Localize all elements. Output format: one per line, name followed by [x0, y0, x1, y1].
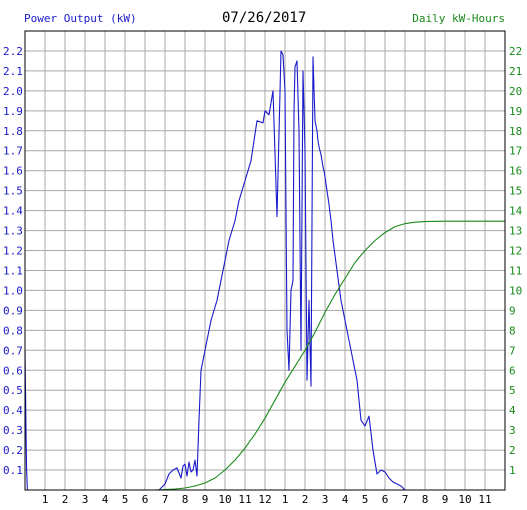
- right-tick-label: 11: [509, 264, 522, 277]
- chart-series: [24, 50, 505, 491]
- x-tick-label: 10: [458, 493, 471, 506]
- left-tick-label: 0.1: [3, 464, 23, 477]
- left-tick-label: 0.9: [3, 304, 23, 317]
- left-tick-label: 1.8: [3, 125, 23, 138]
- left-tick-label: 0.2: [3, 444, 23, 457]
- right-tick-label: 1: [509, 464, 516, 477]
- x-tick-label: 8: [422, 493, 429, 506]
- left-tick-label: 1.4: [3, 205, 23, 218]
- right-tick-label: 18: [509, 125, 522, 138]
- left-tick-label: 1.0: [3, 284, 23, 297]
- x-tick-label: 8: [182, 493, 189, 506]
- x-tick-label: 4: [102, 493, 109, 506]
- right-tick-label: 5: [509, 384, 516, 397]
- right-tick-label: 14: [509, 205, 523, 218]
- left-tick-label: 0.5: [3, 384, 23, 397]
- left-tick-label: 1.5: [3, 185, 23, 198]
- x-tick-label: 1: [42, 493, 49, 506]
- x-tick-label: 2: [62, 493, 69, 506]
- x-tick-label: 6: [142, 493, 149, 506]
- daily-kwh-series-line: [25, 220, 505, 491]
- left-tick-label: 0.6: [3, 364, 23, 377]
- x-tick-label: 2: [302, 493, 309, 506]
- chart-date-title: 07/26/2017: [222, 10, 307, 26]
- right-tick-label: 8: [509, 324, 516, 337]
- x-tick-label: 4: [342, 493, 349, 506]
- left-tick-label: 1.1: [3, 264, 23, 277]
- left-tick-label: 1.6: [3, 165, 23, 178]
- right-tick-label: 21: [509, 65, 522, 78]
- plot-frame: [24, 30, 506, 491]
- x-tick-label: 3: [322, 493, 329, 506]
- x-tick-label: 7: [402, 493, 409, 506]
- left-tick-label: 1.3: [3, 225, 23, 238]
- x-tick-label: 9: [202, 493, 209, 506]
- x-tick-label: 5: [122, 493, 129, 506]
- right-tick-label: 6: [509, 364, 516, 377]
- right-tick-label: 16: [509, 165, 522, 178]
- left-axis-title: Power Output (kW): [24, 12, 137, 25]
- right-tick-label: 9: [509, 304, 516, 317]
- right-tick-label: 2: [509, 444, 516, 457]
- x-tick-label: 12: [258, 493, 271, 506]
- right-tick-label: 15: [509, 185, 522, 198]
- chart-grid: [25, 31, 505, 490]
- left-tick-label: 2.0: [3, 85, 23, 98]
- left-tick-label: 0.7: [3, 344, 23, 357]
- x-tick-label: 1: [282, 493, 289, 506]
- right-tick-label: 10: [509, 284, 522, 297]
- left-tick-label: 0.3: [3, 424, 23, 437]
- left-tick-label: 2.2: [3, 45, 23, 58]
- x-tick-label: 11: [238, 493, 251, 506]
- left-tick-label: 0.4: [3, 404, 23, 417]
- x-tick-label: 3: [82, 493, 89, 506]
- right-tick-label: 4: [509, 404, 516, 417]
- right-tick-label: 7: [509, 344, 516, 357]
- right-tick-label: 17: [509, 145, 522, 158]
- left-tick-label: 1.7: [3, 145, 23, 158]
- left-tick-label: 2.1: [3, 65, 23, 78]
- left-axis-ticks: 0.1 0.2 0.3 0.4 0.5 0.6 0.7 0.8 0.9 1.0 1.1 1.2 1.3 1…: [3, 45, 23, 477]
- x-tick-label: 5: [362, 493, 369, 506]
- right-axis-title: Daily kW-Hours: [412, 12, 505, 25]
- x-tick-label: 10: [218, 493, 231, 506]
- x-axis-ticks: 1 2 3 4 5 6 7 8 9 10 11 12 1 2 3 4 5 6 7 8 9 10 11: [42, 493, 492, 506]
- right-tick-label: 13: [509, 225, 522, 238]
- x-tick-label: 9: [442, 493, 449, 506]
- left-tick-label: 1.9: [3, 105, 23, 118]
- x-tick-label: 7: [162, 493, 169, 506]
- left-tick-label: 1.2: [3, 245, 23, 258]
- left-tick-label: 0.8: [3, 324, 23, 337]
- right-tick-label: 3: [509, 424, 516, 437]
- right-tick-label: 20: [509, 85, 522, 98]
- right-tick-label: 19: [509, 105, 522, 118]
- right-tick-label: 12: [509, 245, 522, 258]
- power-output-series-line: [24, 50, 505, 491]
- x-tick-label: 11: [478, 493, 491, 506]
- x-tick-label: 6: [382, 493, 389, 506]
- right-tick-label: 22: [509, 45, 522, 58]
